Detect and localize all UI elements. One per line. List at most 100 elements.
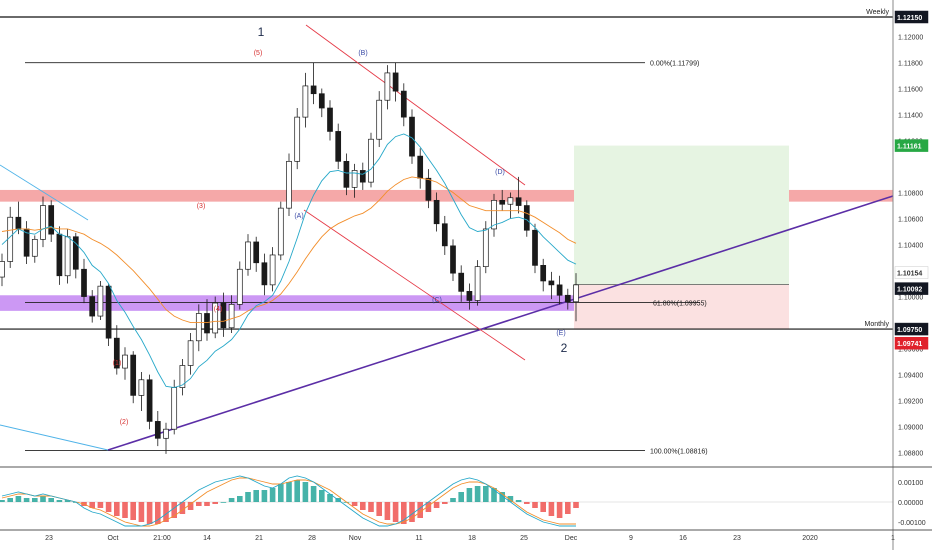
- candle-body: [327, 107, 333, 132]
- osc-tick: 0.00100: [898, 480, 923, 487]
- osc-hist-bar: [155, 502, 161, 524]
- resistance-zone: [0, 189, 893, 202]
- osc-signal-line: [1, 477, 576, 527]
- candle-body: [97, 285, 104, 317]
- price-tick: 1.10800: [898, 191, 923, 198]
- osc-hist-bar: [7, 498, 13, 502]
- osc-hist-bar: [163, 502, 169, 522]
- osc-hist-bar: [392, 502, 399, 522]
- candle-body: [335, 131, 342, 162]
- candle-body: [548, 280, 555, 286]
- candle-body: [556, 284, 563, 296]
- candle-body: [499, 199, 506, 205]
- osc-hist-bar: [204, 502, 210, 506]
- osc-hist-bar: [23, 498, 30, 502]
- osc-hist-bar: [310, 486, 317, 502]
- candles-layer: [0, 62, 579, 454]
- osc-hist-bar: [540, 502, 546, 512]
- candle-body: [163, 428, 169, 439]
- candle-body: [195, 313, 202, 342]
- osc-hist-bar: [48, 498, 54, 502]
- labels-layer: 1 2 (A) (B) (C) (D) (E) (1) (2) (3) (4) (5): [113, 25, 568, 426]
- candle-body: [384, 72, 391, 101]
- price-badge: 1.11161: [894, 139, 929, 152]
- price-badge: 1.10154: [894, 266, 929, 279]
- osc-hist-bar: [105, 502, 112, 512]
- stop-zone: [574, 284, 789, 330]
- time-tick: 21:00: [153, 535, 171, 542]
- oscillator-pane: 0.00100 0.00000 -0.00100: [0, 475, 926, 527]
- osc-hist-bar: [384, 502, 391, 520]
- osc-hist-bar: [360, 502, 366, 510]
- candle-body: [48, 205, 55, 235]
- osc-hist-bar: [548, 502, 555, 516]
- ema-layer: [1, 133, 577, 389]
- candle-body: [532, 229, 538, 266]
- wave-label-major: 2: [561, 341, 568, 355]
- time-tick: 9: [629, 535, 633, 542]
- osc-hist-bar: [179, 502, 186, 514]
- candle-body: [204, 313, 210, 334]
- time-tick: Dec: [565, 535, 578, 542]
- osc-hist-bar: [433, 502, 440, 508]
- candle-body: [105, 285, 112, 339]
- osc-hist-bar: [237, 496, 243, 502]
- osc-hist-bar: [458, 492, 464, 502]
- osc-hist-bar: [450, 498, 456, 502]
- candle-body: [482, 228, 489, 268]
- candle-body: [31, 239, 38, 257]
- osc-hist-bar: [269, 488, 276, 502]
- osc-hist-bar: [220, 502, 227, 503]
- price-tick: 1.11400: [898, 113, 923, 120]
- candle-body: [0, 261, 5, 278]
- candle-body: [491, 199, 497, 230]
- candle-body: [228, 304, 235, 329]
- profit-zone: [574, 145, 789, 285]
- price-tick: 1.09600: [898, 347, 923, 354]
- candle-body: [130, 354, 137, 396]
- candle-body: [113, 337, 120, 369]
- osc-hist-bar: [0, 500, 5, 502]
- osc-hist-bar: [146, 502, 153, 524]
- osc-hist-bar: [212, 502, 218, 504]
- price-tick: 1.09200: [898, 399, 923, 406]
- blue-trend-line: [0, 164, 89, 221]
- wave-label-impulse: (2): [120, 419, 129, 426]
- price-badge-text: 1.09750: [897, 327, 922, 334]
- time-tick: Nov: [349, 535, 362, 542]
- uptrend-line: [107, 195, 894, 451]
- candle-body: [376, 99, 383, 140]
- wave-label-corrective: (E): [556, 330, 565, 337]
- osc-hist-bar: [253, 490, 259, 502]
- candle-body: [146, 379, 153, 422]
- osc-tick: 0.00000: [898, 500, 923, 507]
- fib-label: 0.00%(1.11799): [650, 61, 699, 68]
- candle-body: [40, 205, 46, 240]
- osc-hist-bar: [64, 500, 71, 502]
- level-label-monthly: Monthly: [864, 321, 889, 328]
- price-tick: 1.09400: [898, 373, 923, 380]
- price-badge-text: 1.09741: [897, 341, 922, 348]
- ema-fast-line: [1, 133, 577, 389]
- candle-body: [294, 116, 301, 162]
- osc-hist-bar: [294, 480, 300, 502]
- price-badge-text: 1.10092: [897, 287, 922, 294]
- candle-body: [523, 205, 530, 231]
- wave-label-impulse: (4): [214, 306, 223, 313]
- osc-hist-bar: [565, 502, 571, 514]
- osc-hist-bar: [138, 502, 145, 522]
- candle-body: [417, 155, 424, 179]
- candle-body: [400, 90, 407, 118]
- level-label-weekly: Weekly: [866, 9, 889, 16]
- candle-body: [466, 291, 473, 301]
- candle-body: [64, 236, 71, 277]
- time-tick: 14: [203, 535, 211, 542]
- price-badge-text: 1.10154: [897, 271, 922, 278]
- osc-hist-bar: [32, 498, 38, 502]
- osc-hist-bar: [524, 502, 530, 504]
- osc-hist-bar: [409, 502, 415, 522]
- osc-hist-bar: [491, 488, 497, 502]
- candle-body: [368, 138, 374, 183]
- osc-hist-bar: [187, 502, 194, 510]
